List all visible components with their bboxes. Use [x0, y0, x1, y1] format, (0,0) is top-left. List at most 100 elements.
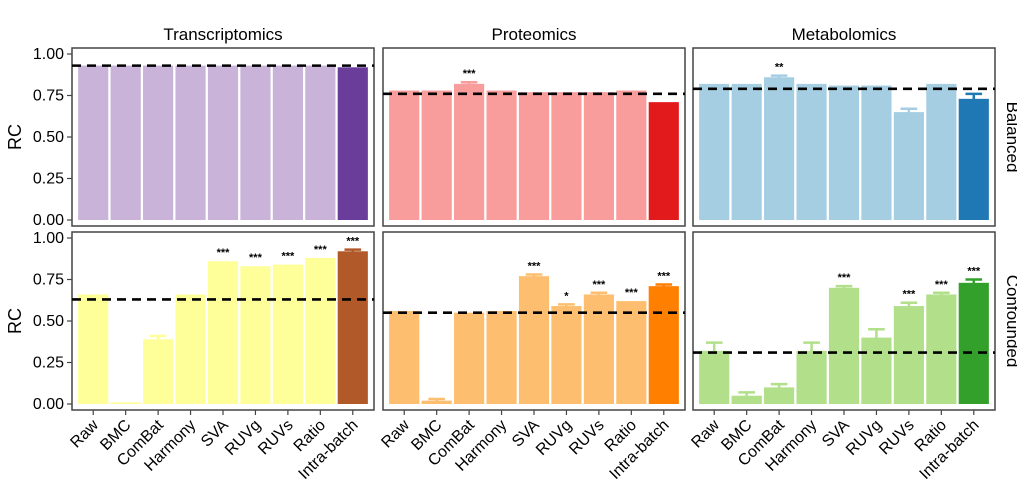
bar-ratio [616, 90, 647, 221]
bar-ruvg [240, 65, 271, 221]
y-tick-label: 0.25 [33, 355, 64, 372]
bar-ruvs [583, 294, 614, 404]
bar-harmony [796, 83, 827, 220]
bar-ratio [305, 65, 336, 221]
bar-harmony [486, 90, 517, 221]
bar-ruvs [583, 92, 614, 220]
panel-metabolomics-balanced: ** [692, 47, 996, 227]
significance-label: *** [346, 236, 360, 248]
bar-sva [518, 92, 550, 220]
significance-label: *** [528, 261, 542, 273]
column-title-proteomics: Proteomics [491, 25, 576, 44]
y-tick-label: 0.25 [33, 171, 64, 188]
bar-combat [454, 83, 485, 220]
bar-intra-batch [958, 282, 989, 404]
bar-bmc [110, 402, 141, 404]
bar-ruvs [272, 264, 303, 404]
significance-label: *** [217, 247, 231, 259]
x-tick-label-ruvs: RUVs [566, 417, 608, 459]
bar-ratio [305, 257, 336, 404]
y-tick-label: 1.00 [33, 46, 64, 63]
bar-combat [764, 387, 795, 404]
bar-raw [78, 65, 109, 221]
x-tick-label-raw: Raw [67, 416, 102, 451]
bar-sva [207, 261, 239, 404]
bar-ratio [926, 294, 957, 404]
bar-intra-batch [337, 67, 368, 220]
bar-intra-batch [648, 286, 679, 404]
bar-harmony [175, 65, 206, 221]
x-tick-label-ruvs: RUVs [255, 417, 297, 459]
bar-bmc [731, 395, 762, 404]
bar-harmony [796, 350, 827, 404]
bar-sva [828, 287, 860, 404]
significance-label: *** [902, 289, 916, 301]
y-tick-label: 1.00 [33, 230, 64, 247]
significance-label: *** [967, 266, 981, 278]
significance-label: *** [625, 287, 639, 299]
x-tick-label-ruvs: RUVs [876, 417, 918, 459]
x-tick-label-raw: Raw [688, 416, 723, 451]
significance-label: *** [281, 251, 295, 263]
row-label-confounded: Confounded [1003, 275, 1017, 368]
significance-label: * [564, 290, 569, 302]
bar-bmc [421, 90, 452, 221]
bar-sva [207, 65, 239, 221]
bar-ruvs [893, 112, 924, 220]
panel-transcriptomics-balanced: 0.00 0.25 0.50 0.75 1.00 [33, 46, 375, 229]
panel-proteomics-confounded: *************RawBMCComBatHarmonySVARUVgR… [378, 231, 686, 483]
y-tick-label: 0.00 [33, 396, 64, 413]
y-axis-title: RC [5, 308, 25, 334]
significance-label: *** [657, 270, 671, 282]
bar-raw [78, 294, 109, 404]
bar-raw [389, 90, 420, 221]
bar-ruvg [861, 337, 892, 404]
bar-intra-batch [648, 102, 679, 220]
panel-transcriptomics-confounded: *** *** *********0.000.250.500.751.00RawBM… [33, 230, 375, 483]
bar-ruvs [272, 65, 303, 221]
x-tick-label-raw: Raw [378, 416, 413, 451]
bar-ruvg [551, 92, 582, 220]
bar-combat [143, 339, 174, 404]
y-tick-label: 0.50 [33, 129, 64, 146]
x-tick-label-ruvg: RUVg [843, 417, 885, 459]
bar-ruvg [861, 85, 892, 220]
x-tick-label-ruvg: RUVg [533, 417, 575, 459]
bar-raw [699, 350, 730, 404]
y-tick-label: 0.75 [33, 272, 64, 289]
bar-ratio [616, 301, 647, 404]
column-title-transcriptomics: Transcriptomics [163, 25, 282, 44]
bar-sva [518, 276, 550, 404]
panel-metabolomics-confounded: ************RawBMCComBatHarmonySVARUVgRU… [688, 231, 996, 483]
bar-harmony [486, 311, 517, 404]
bar-ruvg [551, 306, 582, 404]
bar-harmony [175, 294, 206, 404]
bar-ruvs [893, 306, 924, 404]
bar-sva [828, 85, 860, 220]
significance-label: *** [249, 252, 263, 264]
bar-bmc [110, 65, 141, 221]
bar-combat [143, 65, 174, 221]
y-tick-label: 0.00 [33, 212, 64, 229]
panel-proteomics-balanced: *** [382, 47, 686, 227]
significance-label: *** [463, 68, 477, 80]
column-title-metabolomics: Metabolomics [792, 25, 897, 44]
bar-raw [699, 83, 730, 220]
bar-combat [764, 77, 795, 221]
y-tick-label: 0.50 [33, 313, 64, 330]
bar-ruvg [240, 266, 271, 404]
bar-combat [454, 312, 485, 404]
bar-intra-batch [958, 98, 989, 220]
row-label-balanced: Balanced [1003, 102, 1017, 173]
bar-raw [389, 311, 420, 404]
bar-ratio [926, 83, 957, 220]
significance-label: *** [592, 279, 606, 291]
bar-bmc [731, 83, 762, 220]
bar-intra-batch [337, 251, 368, 404]
y-tick-label: 0.75 [33, 88, 64, 105]
significance-label: *** [935, 279, 949, 291]
significance-label: *** [838, 272, 852, 284]
x-tick-label-ruvg: RUVg [222, 417, 264, 459]
y-axis-title: RC [5, 124, 25, 150]
